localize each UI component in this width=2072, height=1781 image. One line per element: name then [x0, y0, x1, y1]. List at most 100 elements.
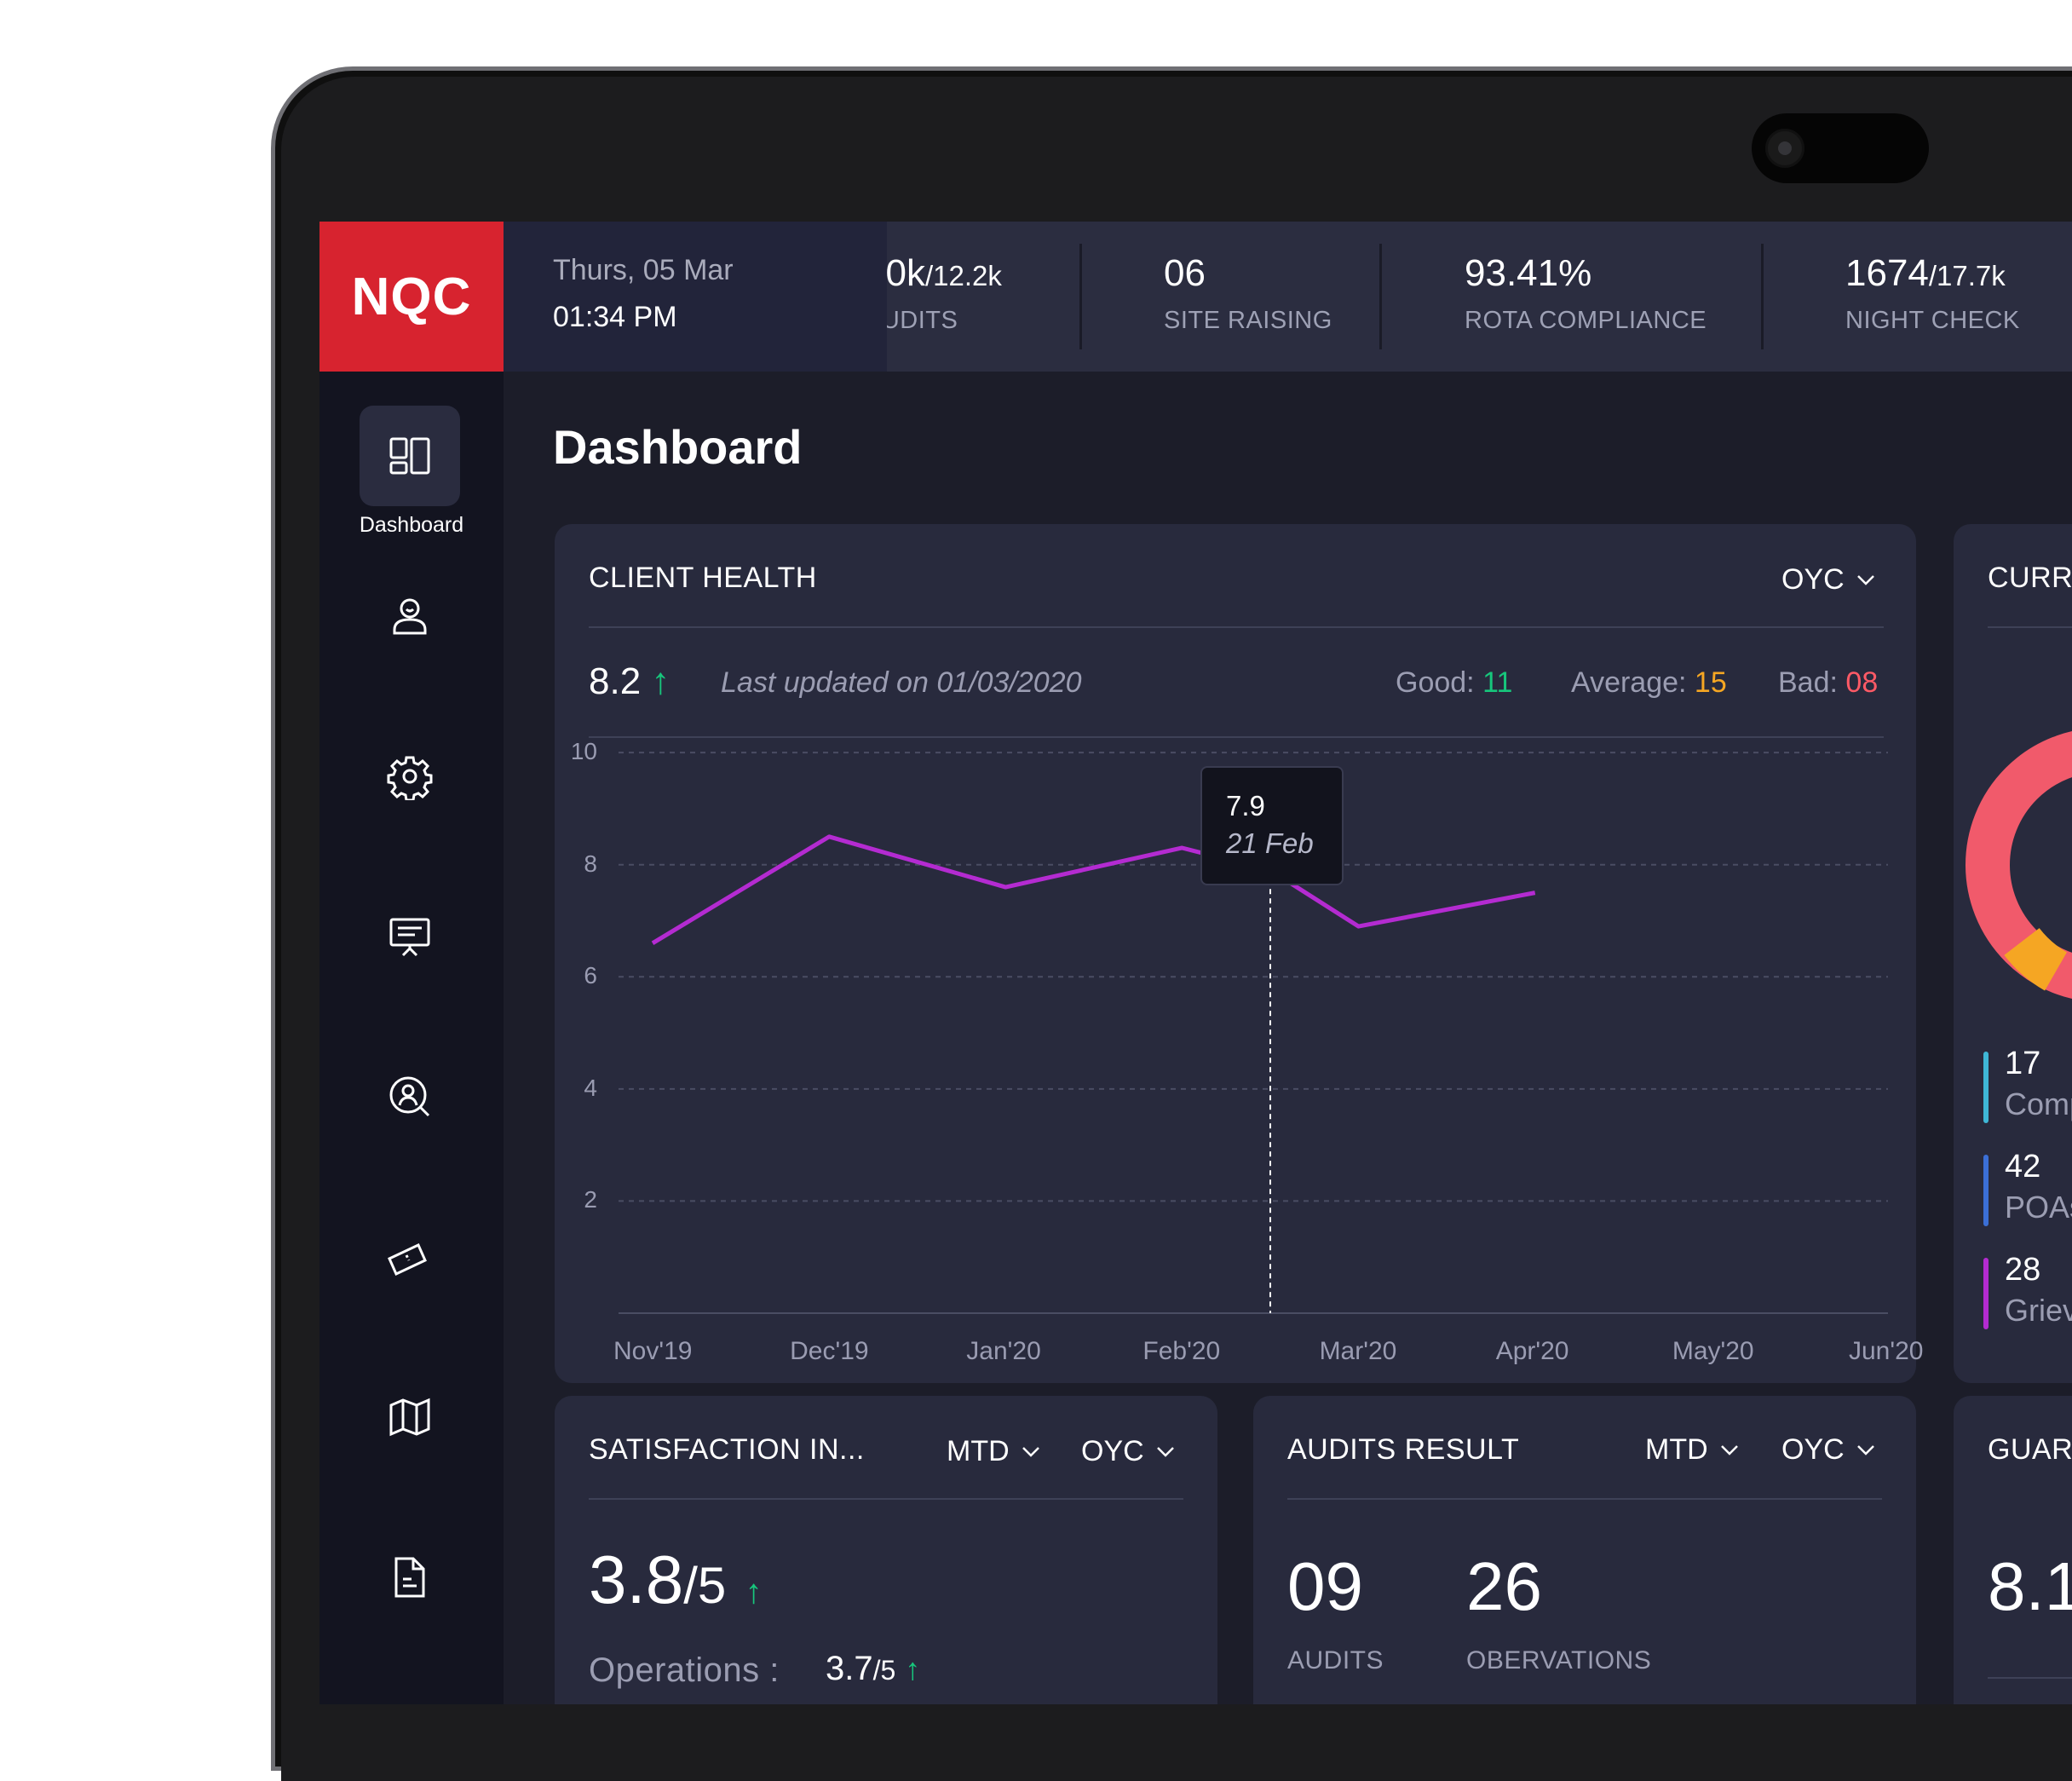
card-title: CLIENT HEALTH — [589, 562, 817, 594]
observations-count: 26 — [1466, 1548, 1542, 1624]
audits-count: 09 — [1287, 1548, 1363, 1624]
operations-label: Operations : — [589, 1651, 780, 1689]
status-item-marker — [1983, 1155, 1989, 1226]
x-tick-label: May'20 — [1672, 1337, 1754, 1365]
stat-value: 1674/17.7k — [1845, 252, 2006, 294]
card-title: AUDITS RESULT — [1287, 1433, 1520, 1466]
chevron-down-icon — [1856, 574, 1874, 585]
sidebar-item-tickets[interactable] — [360, 1207, 460, 1307]
chevron-down-icon — [1720, 1444, 1738, 1455]
sidebar-item-settings[interactable] — [360, 726, 460, 827]
stat-value: 93.41% — [1465, 252, 1592, 294]
current-status-card: CURR 17 Comp 42 POAs 28 Griev — [1954, 524, 2072, 1383]
current-time: 01:34 PM — [553, 301, 677, 333]
chevron-down-icon — [1022, 1446, 1039, 1457]
camera-lens — [1765, 129, 1804, 168]
status-item-marker — [1983, 1052, 1989, 1123]
arrow-up-icon: ↑ — [651, 660, 671, 702]
arrow-up-icon: ↑ — [905, 1651, 921, 1686]
card-title: CURR — [1988, 562, 2072, 594]
x-tick-label: Nov'19 — [613, 1337, 693, 1365]
satisfaction-score: 3.8/5 ↑ — [589, 1542, 763, 1617]
mtd-dropdown[interactable]: MTD — [947, 1435, 1040, 1468]
stat-value: 06 — [1164, 252, 1206, 294]
x-tick-label: Dec'19 — [790, 1337, 869, 1365]
status-item-count: 42 — [2005, 1149, 2041, 1184]
date-time-box: Thurs, 05 Mar 01:34 PM — [504, 222, 887, 372]
mtd-dropdown[interactable]: MTD — [1645, 1433, 1739, 1467]
chevron-down-icon — [1156, 1446, 1174, 1457]
divider — [1287, 1498, 1882, 1500]
dropdown-value: OYC — [1781, 563, 1845, 596]
app-screen: NQC 10k/12.2k AUDITS 06 SITE RAISING 93.… — [319, 222, 2072, 1704]
gear-icon — [387, 756, 433, 800]
tooltip-date: 21 Feb — [1226, 827, 1314, 859]
divider — [589, 1498, 1183, 1500]
sidebar-item-users[interactable] — [360, 566, 460, 666]
guard-score: 8.1 — [1988, 1548, 2072, 1624]
bad-count: Bad: 08 — [1778, 666, 1879, 699]
current-date: Thurs, 05 Mar — [553, 254, 734, 286]
sidebar: Dashboard — [319, 372, 504, 1704]
dropdown-value: MTD — [947, 1435, 1010, 1467]
client-health-card: CLIENT HEALTH OYC 8.2 ↑ Last updated on … — [555, 524, 1923, 1383]
x-tick-label: Jan'20 — [966, 1337, 1041, 1365]
chevron-down-icon — [1856, 1444, 1874, 1455]
divider — [1079, 244, 1082, 349]
status-item-label: Griev — [2005, 1293, 2072, 1328]
x-tick-label: Mar'20 — [1319, 1337, 1397, 1365]
observations-label: OBERVATIONS — [1466, 1646, 1652, 1674]
oyc-dropdown[interactable]: OYC — [1781, 1433, 1875, 1467]
status-item-count: 28 — [2005, 1252, 2041, 1288]
divider — [1761, 244, 1764, 349]
sidebar-item-documents[interactable] — [360, 1527, 460, 1628]
status-item-label: POAs — [2005, 1190, 2072, 1225]
sidebar-item-map[interactable] — [360, 1367, 460, 1467]
divider — [1988, 626, 2072, 628]
status-item-label: Comp — [2005, 1086, 2072, 1121]
stat-label: ROTA COMPLIANCE — [1465, 307, 1707, 334]
stat-label: NIGHT CHECK — [1845, 307, 2020, 334]
y-tick-label: 2 — [584, 1186, 597, 1213]
card-title: GUAR — [1988, 1433, 2072, 1466]
status-item-marker — [1983, 1258, 1989, 1329]
x-tick-label: Feb'20 — [1142, 1337, 1221, 1365]
dropdown-value: MTD — [1645, 1433, 1708, 1466]
chart-tooltip: 7.9 21 Feb — [1200, 766, 1344, 885]
dashboard-icon — [389, 437, 430, 475]
divider — [589, 626, 1884, 628]
sidebar-item-user-search[interactable] — [360, 1046, 460, 1147]
sidebar-item-dashboard[interactable] — [360, 406, 460, 506]
y-tick-label: 10 — [570, 738, 597, 765]
divider — [1988, 1677, 2072, 1679]
brand-logo[interactable]: NQC — [319, 222, 504, 372]
map-icon — [389, 1398, 430, 1437]
y-tick-label: 4 — [584, 1074, 597, 1101]
arrow-up-icon: ↑ — [745, 1573, 763, 1611]
sidebar-item-label: Dashboard — [359, 513, 464, 537]
series-line[interactable] — [651, 834, 1536, 945]
x-tick-label: Jun'20 — [1849, 1337, 1924, 1365]
document-icon — [394, 1557, 425, 1598]
good-count: Good: 11 — [1396, 666, 1513, 699]
dropdown-value: OYC — [1081, 1435, 1144, 1467]
health-score: 8.2 ↑ — [589, 660, 671, 702]
tooltip-value: 7.9 — [1226, 790, 1265, 821]
donut-chart[interactable] — [1954, 524, 2072, 1383]
y-tick-label: 6 — [584, 962, 597, 989]
dropdown-value: OYC — [1781, 1433, 1845, 1466]
status-item-count: 17 — [2005, 1046, 2041, 1081]
sidebar-item-presentations[interactable] — [360, 886, 460, 987]
client-health-chart[interactable] — [555, 524, 1916, 1383]
user-icon — [393, 598, 427, 635]
operations-score: 3.7/5 ↑ — [826, 1650, 921, 1687]
average-count: Average: 15 — [1571, 666, 1727, 699]
audits-label: AUDITS — [1287, 1646, 1384, 1674]
divider — [589, 736, 1884, 738]
user-search-icon — [389, 1076, 430, 1117]
oyc-dropdown[interactable]: OYC — [1781, 563, 1875, 597]
page-title: Dashboard — [553, 420, 803, 474]
last-updated: Last updated on 01/03/2020 — [721, 666, 1082, 699]
stat-label: SITE RAISING — [1164, 307, 1332, 334]
oyc-dropdown[interactable]: OYC — [1081, 1435, 1175, 1468]
